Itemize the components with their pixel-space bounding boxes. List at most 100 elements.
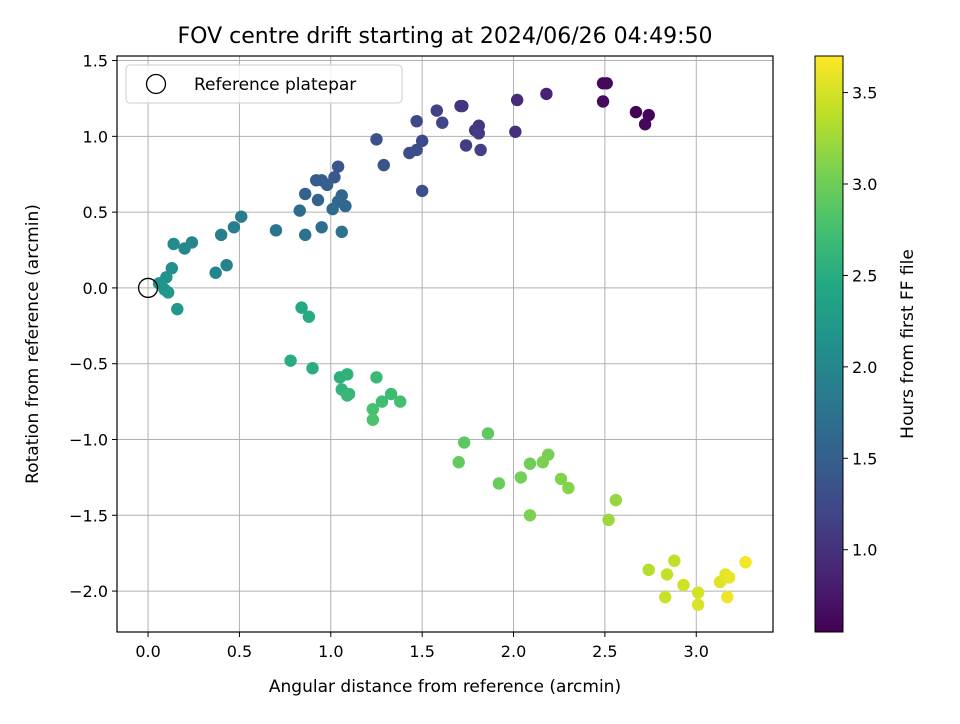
scatter-point (377, 158, 390, 172)
y-axis-label: Rotation from reference (arcmin) (23, 204, 43, 484)
scatter-point (481, 427, 495, 440)
legend-marker-icon (145, 73, 167, 95)
scatter-point (629, 105, 643, 119)
reference-layer (137, 277, 159, 299)
colorbar-tick-label: 1.5 (852, 449, 877, 468)
plot-area-frame (116, 55, 774, 633)
colorbar-label: Hours from first FF file (898, 249, 918, 439)
scatter-points (152, 77, 752, 611)
x-tick-label: 2.5 (592, 642, 617, 661)
colorbar-tick-label: 1.0 (852, 541, 877, 560)
scatter-point (562, 481, 575, 495)
colorbar-tick-label: 3.0 (852, 175, 877, 194)
scatter-point (284, 354, 297, 367)
y-tick-label: 1.5 (83, 52, 108, 71)
scatter-point (638, 118, 652, 131)
scatter-point (660, 568, 674, 581)
scatter-point (167, 237, 180, 251)
scatter-point (415, 184, 429, 198)
scatter-point (415, 134, 429, 148)
y-tick-label: −1.5 (69, 506, 108, 525)
scatter-point (452, 456, 465, 469)
scatter-point (739, 556, 752, 569)
x-tick-label: 3.0 (684, 642, 709, 661)
scatter-point (410, 114, 423, 128)
scatter-point (436, 116, 449, 129)
scatter-point (691, 598, 705, 611)
scatter-point (457, 436, 471, 449)
colorbar-tick-label: 2.5 (852, 266, 877, 285)
y-tick-label: 1.0 (83, 127, 108, 146)
scatter-point (339, 199, 352, 213)
scatter-point (295, 301, 308, 314)
scatter-point (394, 395, 407, 408)
scatter-point (165, 262, 179, 275)
colorbar-gradient (814, 55, 844, 633)
scatter-point (642, 563, 655, 577)
scatter-point (459, 139, 473, 152)
scatter-point (554, 472, 568, 486)
legend-label: Reference platepar (194, 75, 356, 95)
scatter-point (335, 225, 348, 239)
scatter-point (523, 457, 537, 470)
colorbar-tick-label: 2.0 (852, 358, 877, 377)
scatter-point (596, 95, 610, 108)
scatter-point (540, 87, 553, 101)
scatter-point (600, 77, 613, 90)
y-tick-label: −0.5 (69, 355, 108, 374)
scatter-point (227, 221, 241, 234)
scatter-point (311, 193, 325, 207)
scatter-point (677, 578, 690, 592)
scatter-point (269, 224, 283, 237)
scatter-point (514, 471, 528, 484)
scatter-point (366, 413, 380, 426)
scatter-point (384, 387, 398, 401)
scatter-point (474, 143, 487, 157)
x-tick-label: 2.0 (501, 642, 526, 661)
colorbar: 1.0 1.5 2.0 2.5 3.0 3.5 Hours from first FF f… (814, 55, 918, 633)
reference-point-marker (137, 277, 159, 299)
scatter-point (430, 104, 443, 117)
scatter-point (209, 266, 222, 279)
scatter-point (370, 133, 383, 146)
scatter-point (454, 99, 467, 113)
scatter-point (492, 477, 506, 490)
scatter-point (536, 456, 549, 469)
scatter-point (472, 127, 486, 140)
scatter-point (214, 228, 228, 242)
scatter-point (299, 228, 312, 242)
scatter-point (341, 368, 354, 381)
scatter-point (306, 362, 319, 375)
grid-lines (117, 56, 773, 632)
y-tick-label: 0.0 (83, 279, 108, 298)
scatter-point (299, 187, 312, 201)
x-axis-label: Angular distance from reference (arcmin) (269, 677, 621, 697)
scatter-point (602, 513, 615, 527)
x-tick-label: 0.0 (135, 642, 160, 661)
y-tick-label: −1.0 (69, 430, 108, 449)
scatter-point (220, 258, 233, 272)
scatter-point (326, 202, 339, 216)
legend-box (125, 64, 403, 104)
scatter-point (510, 93, 524, 107)
colorbar-ticks: 1.0 1.5 2.0 2.5 3.0 3.5 (843, 84, 877, 560)
scatter-point (235, 210, 248, 223)
scatter-point (609, 493, 623, 507)
scatter-point (691, 586, 705, 599)
scatter-point (315, 221, 328, 234)
scatter-point (341, 389, 354, 402)
scatter-point (410, 143, 423, 157)
scatter-point (302, 310, 316, 323)
x-tick-label: 1.0 (318, 642, 343, 661)
axis-ticks: 0.0 0.5 1.0 1.5 2.0 2.5 3.0 1.5 1.0 0.5 0.0 −0.5 −1.… (69, 52, 709, 661)
scatter-point (375, 395, 389, 408)
legend: Reference platepar (125, 64, 403, 104)
scatter-point (178, 242, 191, 255)
x-tick-label: 1.5 (409, 642, 434, 661)
x-tick-label: 0.5 (227, 642, 252, 661)
y-tick-label: 0.5 (83, 203, 108, 222)
scatter-point (668, 554, 681, 567)
colorbar-tick-label: 3.5 (852, 84, 877, 103)
scatter-point (331, 160, 345, 173)
